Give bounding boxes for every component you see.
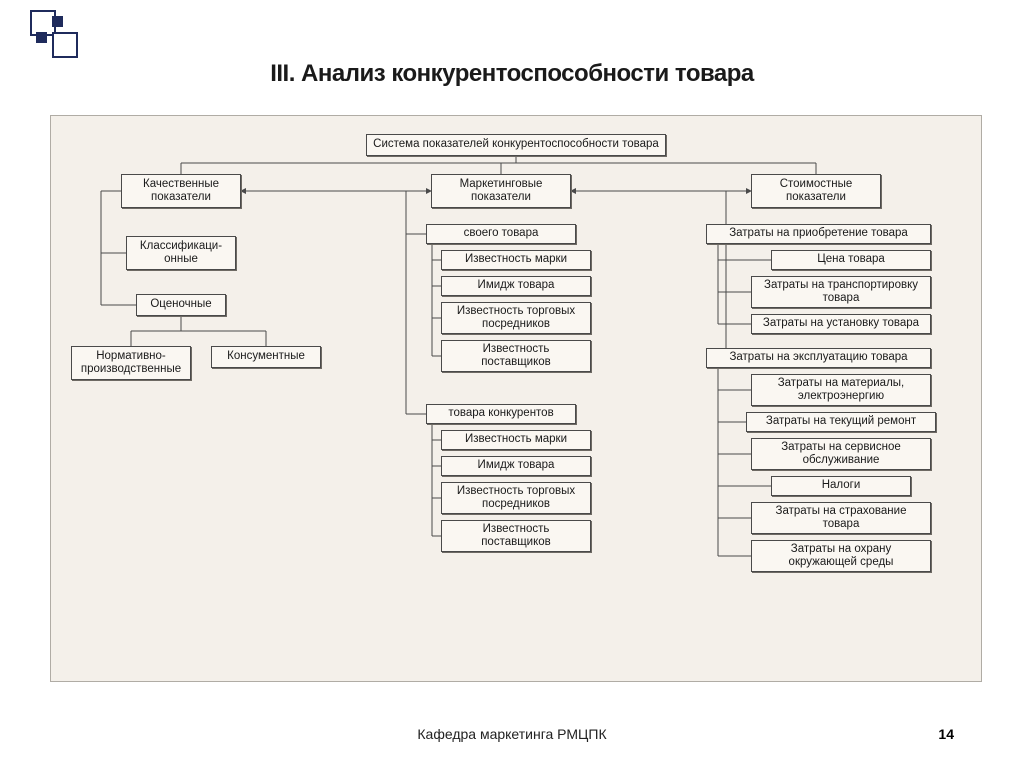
node-m_comp3: Известность торговых посредников [441, 482, 591, 514]
node-m_comp4: Известность поставщиков [441, 520, 591, 552]
node-s_acq3: Затраты на установку товара [751, 314, 931, 334]
node-m_comp2: Имидж товара [441, 456, 591, 476]
node-s_acq1: Цена товара [771, 250, 931, 270]
decor-square [52, 16, 63, 27]
node-cat_m: Маркетинговые показатели [431, 174, 571, 208]
node-s_expl2: Затраты на текущий ремонт [746, 412, 936, 432]
node-m_own1: Известность марки [441, 250, 591, 270]
node-m_own: своего товара [426, 224, 576, 244]
node-m_own2: Имидж товара [441, 276, 591, 296]
node-q_ocen: Оценочные [136, 294, 226, 316]
node-cat_q: Качественные показатели [121, 174, 241, 208]
node-root: Система показателей конкурентоспособност… [366, 134, 666, 156]
node-s_acq2: Затраты на транспортировку товара [751, 276, 931, 308]
node-s_expl4: Налоги [771, 476, 911, 496]
node-m_comp1: Известность марки [441, 430, 591, 450]
node-m_own4: Известность поставщиков [441, 340, 591, 372]
node-m_comp: товара конкурентов [426, 404, 576, 424]
node-s_expl1: Затраты на материалы, электроэнергию [751, 374, 931, 406]
diagram-canvas: Система показателей конкурентоспособност… [50, 115, 982, 682]
node-cat_s: Стоимостные показатели [751, 174, 881, 208]
slide-title: III. Анализ конкурентоспособности товара [0, 60, 1024, 88]
page-number: 14 [938, 726, 954, 742]
node-s_expl6: Затраты на охрану окружающей среды [751, 540, 931, 572]
slide-footer: Кафедра маркетинга РМЦПК [0, 726, 1024, 742]
node-q_norm: Нормативно-производственные [71, 346, 191, 380]
node-q_class: Классификаци-онные [126, 236, 236, 270]
node-s_acq: Затраты на приобретение товара [706, 224, 931, 244]
decor-square [52, 32, 78, 58]
node-q_kons: Консументные [211, 346, 321, 368]
node-m_own3: Известность торговых посредников [441, 302, 591, 334]
node-s_expl5: Затраты на страхование товара [751, 502, 931, 534]
node-s_expl3: Затраты на сервисное обслуживание [751, 438, 931, 470]
node-s_expl: Затраты на эксплуатацию товара [706, 348, 931, 368]
decor-square [36, 32, 47, 43]
